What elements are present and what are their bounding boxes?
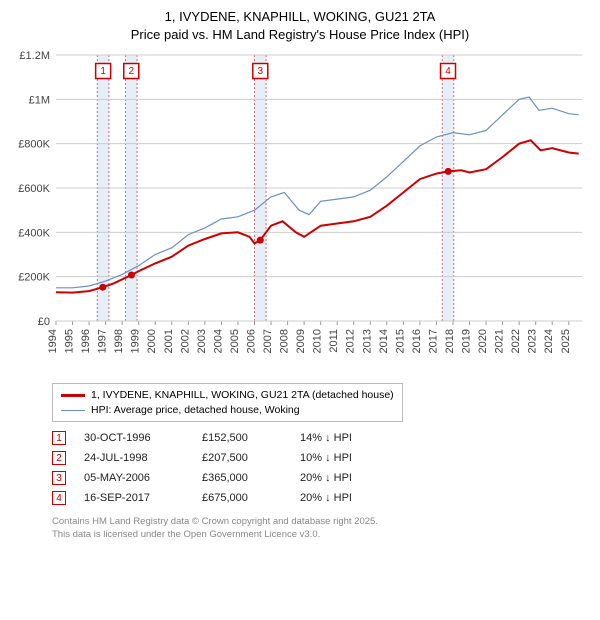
sale-date: 16-SEP-2017 (84, 492, 184, 504)
svg-text:2004: 2004 (212, 329, 224, 353)
svg-text:2021: 2021 (494, 329, 506, 353)
svg-text:2013: 2013 (361, 329, 373, 353)
svg-text:£600K: £600K (18, 183, 50, 195)
chart-svg: £0 £200K £400K £600K £800K £1M £1.2M 1994 1995 19… (12, 49, 588, 379)
table-row: 4 16-SEP-2017 £675,000 20% ↓ HPI (52, 488, 588, 508)
svg-text:2003: 2003 (196, 329, 208, 353)
svg-text:2002: 2002 (179, 329, 191, 353)
sale-delta: 10% ↓ HPI (300, 452, 390, 464)
sale-delta: 20% ↓ HPI (300, 472, 390, 484)
svg-text:£800K: £800K (18, 139, 50, 151)
svg-text:2020: 2020 (477, 329, 489, 353)
svg-text:2014: 2014 (378, 329, 390, 353)
svg-text:£1M: £1M (29, 94, 50, 106)
svg-text:2015: 2015 (394, 329, 406, 353)
svg-text:2001: 2001 (163, 329, 175, 353)
svg-text:2022: 2022 (510, 329, 522, 353)
legend-swatch-blue (61, 410, 85, 411)
svg-text:1994: 1994 (47, 329, 59, 353)
chart-title: 1, IVYDENE, KNAPHILL, WOKING, GU21 2TA P… (12, 8, 588, 43)
svg-text:1997: 1997 (97, 329, 109, 353)
svg-text:2024: 2024 (543, 329, 555, 353)
sale-marker-1: 1 (52, 431, 66, 445)
svg-text:2023: 2023 (527, 329, 539, 353)
svg-text:2019: 2019 (461, 329, 473, 353)
legend: 1, IVYDENE, KNAPHILL, WOKING, GU21 2TA (… (52, 383, 403, 422)
svg-text:1: 1 (100, 66, 106, 77)
svg-text:2008: 2008 (279, 329, 291, 353)
svg-text:2018: 2018 (444, 329, 456, 353)
table-row: 1 30-OCT-1996 £152,500 14% ↓ HPI (52, 428, 588, 448)
footnote: Contains HM Land Registry data © Crown c… (52, 516, 588, 541)
sale-price: £207,500 (202, 452, 282, 464)
svg-text:£200K: £200K (18, 272, 50, 284)
chart-plot-area: £0 £200K £400K £600K £800K £1M £1.2M 1994 1995 19… (12, 49, 588, 379)
sales-table: 1 30-OCT-1996 £152,500 14% ↓ HPI 2 24-JU… (52, 428, 588, 508)
svg-text:2: 2 (128, 66, 134, 77)
sale-delta: 20% ↓ HPI (300, 492, 390, 504)
svg-text:2005: 2005 (229, 329, 241, 353)
sale-date: 24-JUL-1998 (84, 452, 184, 464)
svg-text:2007: 2007 (262, 329, 274, 353)
title-line-1: 1, IVYDENE, KNAPHILL, WOKING, GU21 2TA (12, 8, 588, 26)
svg-text:1999: 1999 (130, 329, 142, 353)
legend-label-hpi: HPI: Average price, detached house, Woki… (91, 403, 300, 418)
svg-text:2000: 2000 (146, 329, 158, 353)
svg-text:4: 4 (445, 66, 451, 77)
svg-text:1998: 1998 (113, 329, 125, 353)
footnote-line-1: Contains HM Land Registry data © Crown c… (52, 516, 588, 528)
sale-price: £152,500 (202, 432, 282, 444)
legend-item-hpi: HPI: Average price, detached house, Woki… (61, 403, 394, 418)
svg-text:2006: 2006 (245, 329, 257, 353)
sale-date: 05-MAY-2006 (84, 472, 184, 484)
sale-price: £365,000 (202, 472, 282, 484)
legend-swatch-red (61, 394, 85, 397)
sale-date: 30-OCT-1996 (84, 432, 184, 444)
chart-container: 1, IVYDENE, KNAPHILL, WOKING, GU21 2TA P… (0, 0, 600, 549)
svg-text:1995: 1995 (64, 329, 76, 353)
table-row: 2 24-JUL-1998 £207,500 10% ↓ HPI (52, 448, 588, 468)
svg-text:£1.2M: £1.2M (19, 50, 50, 62)
sale-price: £675,000 (202, 492, 282, 504)
svg-text:£400K: £400K (18, 227, 50, 239)
svg-text:3: 3 (257, 66, 263, 77)
svg-text:2009: 2009 (295, 329, 307, 353)
sale-delta: 14% ↓ HPI (300, 432, 390, 444)
svg-text:2025: 2025 (560, 329, 572, 353)
sale-marker-3: 3 (52, 471, 66, 485)
legend-label-price-paid: 1, IVYDENE, KNAPHILL, WOKING, GU21 2TA (… (91, 388, 394, 403)
svg-text:2011: 2011 (328, 329, 340, 353)
sale-marker-4: 4 (52, 491, 66, 505)
legend-item-price-paid: 1, IVYDENE, KNAPHILL, WOKING, GU21 2TA (… (61, 388, 394, 403)
svg-text:2017: 2017 (427, 329, 439, 353)
svg-text:2012: 2012 (345, 329, 357, 353)
title-line-2: Price paid vs. HM Land Registry's House … (12, 26, 588, 44)
table-row: 3 05-MAY-2006 £365,000 20% ↓ HPI (52, 468, 588, 488)
svg-text:1996: 1996 (80, 329, 92, 353)
sale-marker-2: 2 (52, 451, 66, 465)
svg-text:2016: 2016 (411, 329, 423, 353)
footnote-line-2: This data is licensed under the Open Gov… (52, 529, 588, 541)
svg-text:2010: 2010 (312, 329, 324, 353)
svg-text:£0: £0 (38, 316, 50, 328)
